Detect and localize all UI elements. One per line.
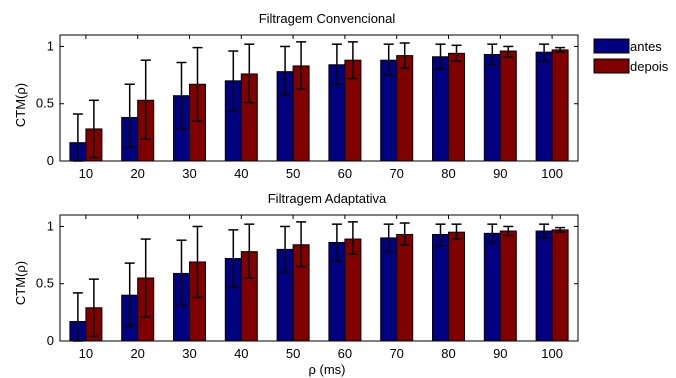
bar-antes [483, 232, 501, 342]
x-tick-label: 80 [441, 166, 455, 181]
x-tick-label: 40 [234, 166, 248, 181]
legend-label-depois: depois [630, 59, 669, 74]
bar-depois [448, 231, 465, 342]
x-tick-label: 90 [493, 166, 507, 181]
y-tick-label: 0 [47, 153, 54, 168]
x-tick-label: 40 [234, 346, 248, 361]
legend-swatch-depois [593, 58, 630, 74]
x-tick-label: 50 [286, 346, 300, 361]
x-tick-label: 20 [130, 346, 144, 361]
x-tick-label: 30 [182, 166, 196, 181]
x-axis-label: ρ (ms) [309, 362, 346, 377]
bar-antes [483, 53, 501, 162]
legend: antes depois [593, 38, 669, 74]
x-tick-label: 10 [79, 166, 93, 181]
axes-frame [59, 34, 579, 162]
y-tick-label: 0 [47, 333, 54, 348]
x-tick-label: 60 [338, 166, 352, 181]
legend-label-antes: antes [630, 39, 662, 54]
x-tick-label: 30 [182, 346, 196, 361]
bar-antes [432, 233, 449, 342]
bar-depois [448, 52, 465, 162]
chart-title: Filtragem Adaptativa [268, 191, 387, 206]
x-tick-label: 70 [389, 346, 403, 361]
legend-swatch-antes [593, 38, 630, 54]
bar-antes [535, 230, 553, 342]
bar-depois [499, 50, 517, 162]
bar-antes [535, 51, 553, 162]
axes-frame [59, 214, 579, 342]
x-tick-label: 20 [130, 166, 144, 181]
chart-title: Filtragem Convencional [259, 11, 396, 26]
x-tick-label: 50 [286, 166, 300, 181]
x-tick-label: 80 [441, 346, 455, 361]
y-axis-label: CTM(ρ) [13, 83, 28, 127]
x-tick-label: 70 [389, 166, 403, 181]
bar-depois [396, 55, 414, 162]
y-tick-label: 0.5 [36, 276, 54, 291]
y-axis-label: CTM(ρ) [13, 261, 28, 305]
y-tick-label: 0.5 [36, 96, 54, 111]
x-tick-label: 100 [541, 346, 563, 361]
x-tick-label: 90 [493, 346, 507, 361]
bar-depois [551, 229, 569, 342]
bar-depois [551, 49, 569, 162]
bar-antes [432, 56, 449, 162]
chart-panel-convencional: Filtragem Convencional CTM(ρ) 0 0.5 1 10 20 3… [13, 11, 579, 181]
y-tick-label: 1 [47, 38, 54, 53]
bar-depois [396, 233, 414, 342]
bar-depois [499, 230, 517, 342]
chart-panel-adaptativa: Filtragem Adaptativa CTM(ρ) ρ (ms) 0 0.5 1… [13, 191, 579, 377]
bar-antes [380, 237, 398, 342]
y-tick-label: 1 [47, 218, 54, 233]
x-tick-label: 10 [79, 346, 93, 361]
x-tick-label: 100 [541, 166, 563, 181]
x-tick-label: 60 [338, 346, 352, 361]
